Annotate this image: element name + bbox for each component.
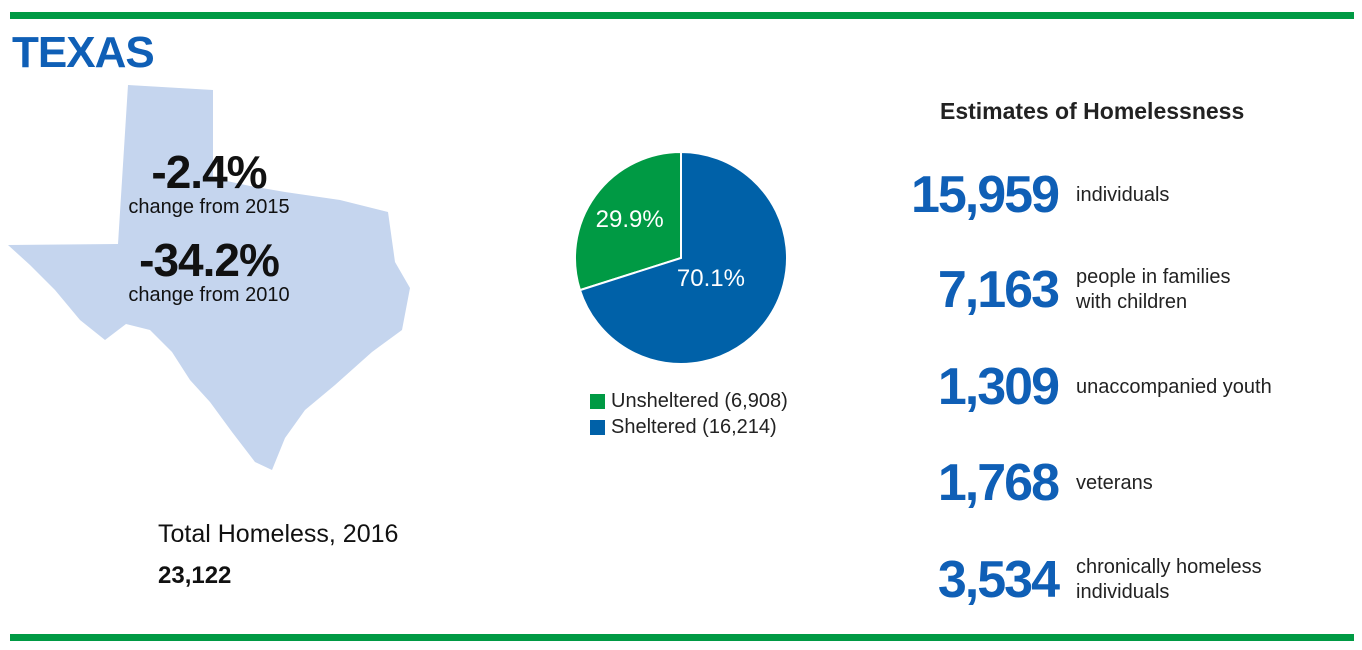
label-line: individuals (1076, 183, 1170, 206)
estimate-label: people in families with children (1076, 255, 1231, 325)
estimate-value: 3,534 (937, 551, 1060, 609)
estimates-title: Estimates of Homelessness (940, 98, 1245, 124)
slice-label: 29.9% (596, 206, 664, 233)
estimate-value: 1,768 (937, 454, 1060, 512)
total-value: 23,122 (158, 562, 232, 589)
change-value: -2.4% (151, 146, 267, 198)
label-line: unaccompanied youth (1076, 375, 1272, 398)
estimate-label: chronically homeless individuals (1076, 545, 1262, 615)
estimate-value: 1,309 (937, 358, 1060, 416)
estimate-row: 15,959 individuals (880, 160, 1350, 230)
legend-swatch (590, 420, 605, 435)
total-label: Total Homeless, 2016 (158, 520, 399, 548)
change-label: change from 2015 (128, 196, 290, 218)
label-line: chronically homeless (1076, 556, 1262, 578)
pie-slice (574, 150, 682, 292)
legend-label: Unsheltered (6,908) (611, 390, 788, 412)
pie-chart: 29.9% 70.1% (574, 150, 788, 365)
change-block: -2.4% change from 2015 (89, 148, 329, 218)
state-title: TEXAS (12, 28, 155, 77)
top-rule (10, 12, 1354, 19)
slice-label: 70.1% (677, 265, 745, 292)
bottom-rule (10, 634, 1354, 641)
estimate-label: unaccompanied youth (1076, 352, 1272, 422)
estimate-value: 15,959 (910, 166, 1060, 224)
texas-shape (8, 85, 410, 470)
legend-swatch (590, 394, 605, 409)
change-value: -34.2% (139, 234, 280, 286)
legend-item: Unsheltered (6,908) (590, 390, 788, 413)
change-block: -34.2% change from 2010 (89, 236, 329, 306)
estimate-row: 1,309 unaccompanied youth (880, 352, 1350, 422)
legend-label: Sheltered (16,214) (611, 416, 777, 438)
legend-item: Sheltered (16,214) (590, 416, 777, 439)
pie-slice (578, 150, 788, 365)
state-map (8, 85, 410, 470)
estimate-label: individuals (1076, 160, 1169, 230)
label-line: people in families (1076, 266, 1231, 288)
estimate-value: 7,163 (937, 261, 1060, 319)
estimate-row: 7,163 people in families with children (880, 255, 1350, 325)
estimate-row: 3,534 chronically homeless individuals (880, 545, 1350, 615)
estimate-label: veterans (1076, 448, 1153, 518)
label-line: with children (1076, 291, 1188, 313)
estimate-row: 1,768 veterans (880, 448, 1350, 518)
label-line: veterans (1076, 471, 1153, 494)
change-label: change from 2010 (128, 284, 290, 306)
label-line: individuals (1076, 581, 1170, 603)
